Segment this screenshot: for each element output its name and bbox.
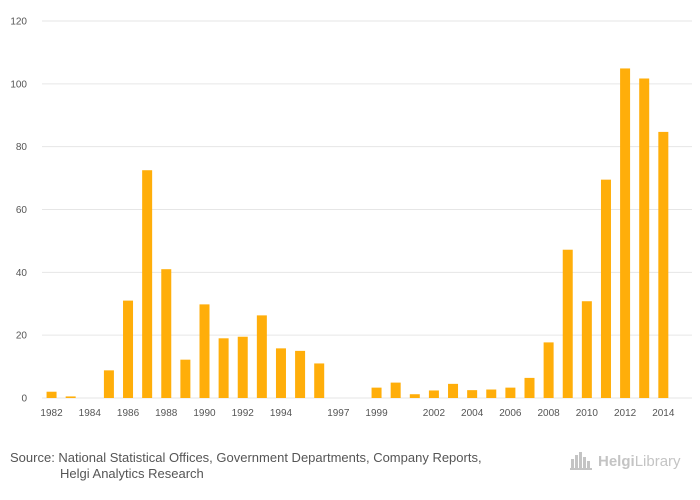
grid-lines <box>42 20 692 399</box>
y-axis-ticks: 0 20 40 60 80 100 120 <box>10 17 27 405</box>
bar-2000 <box>390 382 401 398</box>
x-tick-label: 1982 <box>40 408 63 419</box>
x-tick-label: 2008 <box>537 408 560 419</box>
bar-1999 <box>371 387 382 398</box>
x-tick-label: 1997 <box>327 408 350 419</box>
bar-2004 <box>467 390 478 398</box>
x-tick-label: 2012 <box>614 408 637 419</box>
bar-1987 <box>142 170 153 398</box>
source-line-2: Helgi Analytics Research <box>60 466 204 481</box>
bar-1993 <box>256 315 267 398</box>
bar-chart: 0 20 40 60 80 100 120 1982 1984 1986 1988 1990 1992… <box>10 17 692 419</box>
y-tick-label: 60 <box>16 205 28 216</box>
bar-1988 <box>161 269 172 398</box>
x-tick-label: 1988 <box>155 408 178 419</box>
logo-text-bold: Helgi <box>598 452 635 470</box>
bar-2014 <box>658 131 669 399</box>
bar-1990 <box>199 304 210 398</box>
x-tick-label: 1999 <box>365 408 388 419</box>
bar-1994 <box>275 348 286 398</box>
bar-1986 <box>123 300 134 398</box>
x-tick-label: 1984 <box>79 408 102 419</box>
x-tick-label: 1990 <box>193 408 216 419</box>
city-skyline-icon <box>570 452 592 470</box>
x-axis-ticks: 1982 1984 1986 1988 1990 1992 1994 1997 1999 2002… <box>40 408 674 419</box>
x-tick-label: 2006 <box>499 408 522 419</box>
bar-2008 <box>543 342 554 398</box>
x-tick-label: 1992 <box>232 408 255 419</box>
y-tick-label: 0 <box>21 394 27 405</box>
helgi-library-logo: Helgi Library <box>570 452 681 470</box>
y-tick-label: 100 <box>10 79 27 90</box>
source-note: Source: National Statistical Offices, Go… <box>10 450 482 482</box>
bar-2003 <box>448 383 459 398</box>
bar-1992 <box>237 336 248 398</box>
bar-1982 <box>46 391 57 398</box>
y-tick-label: 80 <box>16 142 28 153</box>
bar-1991 <box>218 338 229 398</box>
bar-2002 <box>428 390 439 398</box>
bar-1996 <box>314 363 325 398</box>
source-line-1: Source: National Statistical Offices, Go… <box>10 450 482 465</box>
x-tick-label: 1986 <box>117 408 140 419</box>
bar-1985 <box>103 370 114 398</box>
bar-2010 <box>581 301 592 398</box>
bars <box>46 68 669 399</box>
bar-1989 <box>180 359 191 398</box>
bar-2005 <box>486 389 497 398</box>
x-tick-label: 2014 <box>652 408 675 419</box>
bar-2013 <box>639 78 650 399</box>
bar-1983 <box>65 396 76 398</box>
bar-2001 <box>409 394 420 398</box>
x-tick-label: 2010 <box>576 408 599 419</box>
bar-2009 <box>562 249 573 398</box>
y-tick-label: 20 <box>16 331 28 342</box>
logo-text-regular: Library <box>634 452 681 470</box>
x-tick-label: 2004 <box>461 408 484 419</box>
bar-2007 <box>524 377 535 398</box>
x-tick-label: 1994 <box>270 408 293 419</box>
bar-1995 <box>295 350 306 398</box>
bar-2012 <box>620 68 631 399</box>
bar-2011 <box>600 179 611 398</box>
y-tick-label: 40 <box>16 268 28 279</box>
bar-2006 <box>505 387 516 398</box>
x-tick-label: 2002 <box>423 408 446 419</box>
y-tick-label: 120 <box>10 17 27 28</box>
